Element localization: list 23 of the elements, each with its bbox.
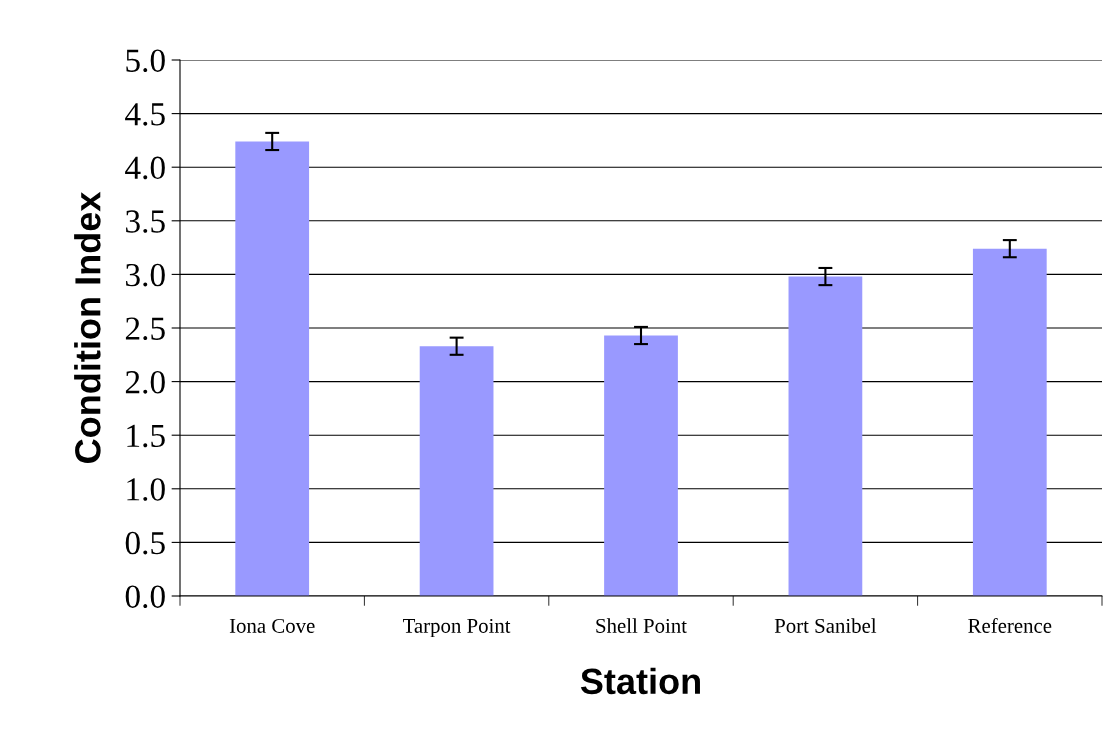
y-tick-label: 2.0 [125,371,165,394]
x-tick-label: Reference [968,618,1052,633]
bar [604,335,678,596]
bar [419,346,494,596]
y-axis-title: Condition Index [74,191,101,463]
y-tick-label: 0.0 [125,585,165,609]
y-tick-label: 3.5 [126,210,165,233]
y-tick-label: 1.5 [127,424,165,448]
bar [235,141,310,596]
y-tick-label: 5.0 [126,49,165,73]
y-tick-label: 4.0 [125,156,165,180]
x-tick-label: Iona Cove [229,618,315,633]
y-tick-label: 4.5 [125,103,165,126]
y-tick-label: 3.0 [126,263,165,287]
bar [788,276,863,596]
x-axis-title: Station [580,667,700,695]
x-tick-label: Tarpon Point [403,618,511,638]
y-tick-label: 2.5 [125,317,165,341]
x-tick-label: Shell Point [596,618,687,633]
y-tick-label: 0.5 [125,531,165,555]
x-tick-label: Port Sanibel [774,618,877,633]
y-tick-label: 1.0 [127,478,165,501]
bar [972,248,1047,596]
